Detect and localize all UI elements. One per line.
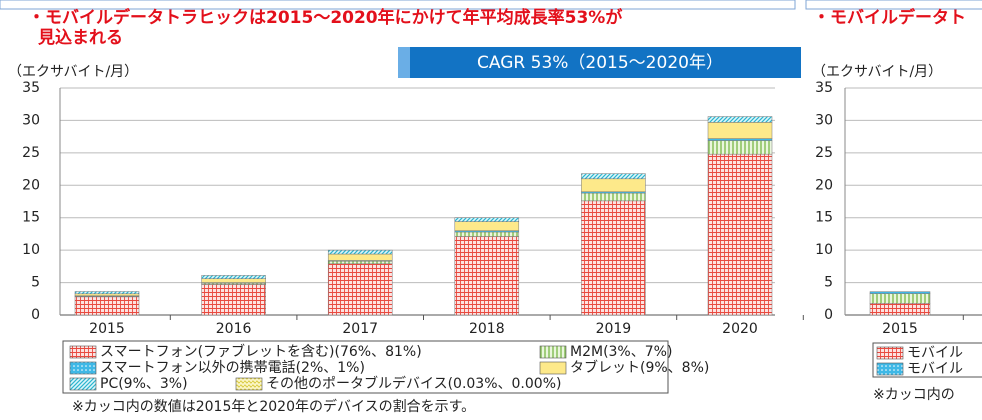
legend-swatch xyxy=(69,361,97,375)
x-tick-label: 2019 xyxy=(596,321,632,337)
y-tick-label: 10 xyxy=(815,242,833,258)
legend-label: スマートフォン以外の携帯電話(2%、1%) xyxy=(100,359,365,376)
bar-segment xyxy=(707,140,773,155)
bar-segment xyxy=(707,138,773,141)
legend-swatch xyxy=(876,362,904,376)
legend-label: PC(9%、3%) xyxy=(100,376,188,392)
x-tick-label: 2016 xyxy=(216,321,252,337)
legend-swatch xyxy=(876,346,904,360)
bar-segment xyxy=(454,221,520,231)
top-frame xyxy=(805,0,982,10)
legend-box xyxy=(62,340,669,394)
legend-swatch xyxy=(69,345,97,359)
bar-segment xyxy=(581,192,646,202)
bar-segment xyxy=(327,260,393,265)
bar-segment xyxy=(201,278,266,283)
y-tick-label: 30 xyxy=(815,112,833,128)
bar-segment xyxy=(869,293,931,304)
bar-segment xyxy=(454,236,520,316)
y-axis-label: （エクサバイト/月） xyxy=(8,64,138,80)
legend-swatch xyxy=(539,345,567,359)
legend-label: M2M(3%、7%) xyxy=(570,344,672,360)
legend-label: その他のポータブルデバイス(0.03%、0.00%) xyxy=(266,375,561,392)
y-tick-label: 10 xyxy=(22,242,40,258)
y-tick-label: 35 xyxy=(22,80,40,96)
footnote: ※カッコ内の xyxy=(873,387,955,403)
legend-swatch xyxy=(69,377,97,391)
chart-title: ・モバイルデータトラヒックは2015～2020年にかけて年平均成長率53%が xyxy=(28,7,622,28)
y-axis-label: （エクサバイト/月） xyxy=(812,64,942,80)
bar-segment xyxy=(707,153,773,316)
x-tick-label: 2015 xyxy=(89,321,125,337)
bar-segment xyxy=(581,178,646,193)
y-tick-label: 5 xyxy=(824,275,833,291)
bar-segment xyxy=(707,116,773,123)
bar-segment xyxy=(74,296,140,316)
x-tick-label: 2020 xyxy=(722,321,758,337)
legend-label: タブレット(9%、8%) xyxy=(570,359,709,376)
legend-label: スマートフォン(ファブレットを含む)(76%、81%) xyxy=(100,343,422,360)
y-tick-label: 25 xyxy=(22,145,40,161)
footnote: ※カッコ内の数値は2015年と2020年のデバイスの割合を示す。 xyxy=(72,398,475,415)
y-tick-label: 30 xyxy=(22,112,40,128)
top-frame xyxy=(0,0,796,10)
cagr-banner-stripe xyxy=(398,47,410,78)
bar-segment xyxy=(869,291,931,294)
bar-segment xyxy=(327,249,393,255)
bar-segment xyxy=(869,303,931,316)
bar-segment xyxy=(454,231,520,237)
bar-segment xyxy=(581,200,646,316)
y-tick-label: 20 xyxy=(815,177,833,193)
y-tick-label: 15 xyxy=(22,210,40,226)
bar-segment xyxy=(327,263,393,316)
bar-segment xyxy=(327,253,393,261)
legend-swatch xyxy=(235,377,263,391)
x-tick-label: 2015 xyxy=(882,321,918,337)
bar-segment xyxy=(454,217,520,222)
y-tick-label: 0 xyxy=(824,307,833,323)
x-tick-label: 2018 xyxy=(469,321,505,337)
bar-segment xyxy=(74,291,140,295)
legend-swatch xyxy=(539,361,567,375)
bar-segment xyxy=(707,122,773,139)
cagr-banner xyxy=(398,47,801,78)
y-tick-label: 15 xyxy=(815,210,833,226)
cagr-label: CAGR 53%（2015～2020年） xyxy=(477,53,723,73)
legend-label: モバイル xyxy=(907,345,963,361)
y-tick-label: 35 xyxy=(815,80,833,96)
y-tick-label: 25 xyxy=(815,145,833,161)
bar-segment xyxy=(581,173,646,180)
legend-label: モバイル xyxy=(907,361,963,377)
bar-segment xyxy=(201,284,266,316)
y-tick-label: 0 xyxy=(31,307,40,323)
y-tick-label: 5 xyxy=(31,275,40,291)
chart-title: 見込まれる xyxy=(37,28,123,48)
y-tick-label: 20 xyxy=(22,177,40,193)
bar-segment xyxy=(201,275,266,279)
bar-segment xyxy=(74,293,140,296)
chart-title: ・モバイルデータト xyxy=(813,7,966,28)
x-tick-label: 2017 xyxy=(342,321,378,337)
